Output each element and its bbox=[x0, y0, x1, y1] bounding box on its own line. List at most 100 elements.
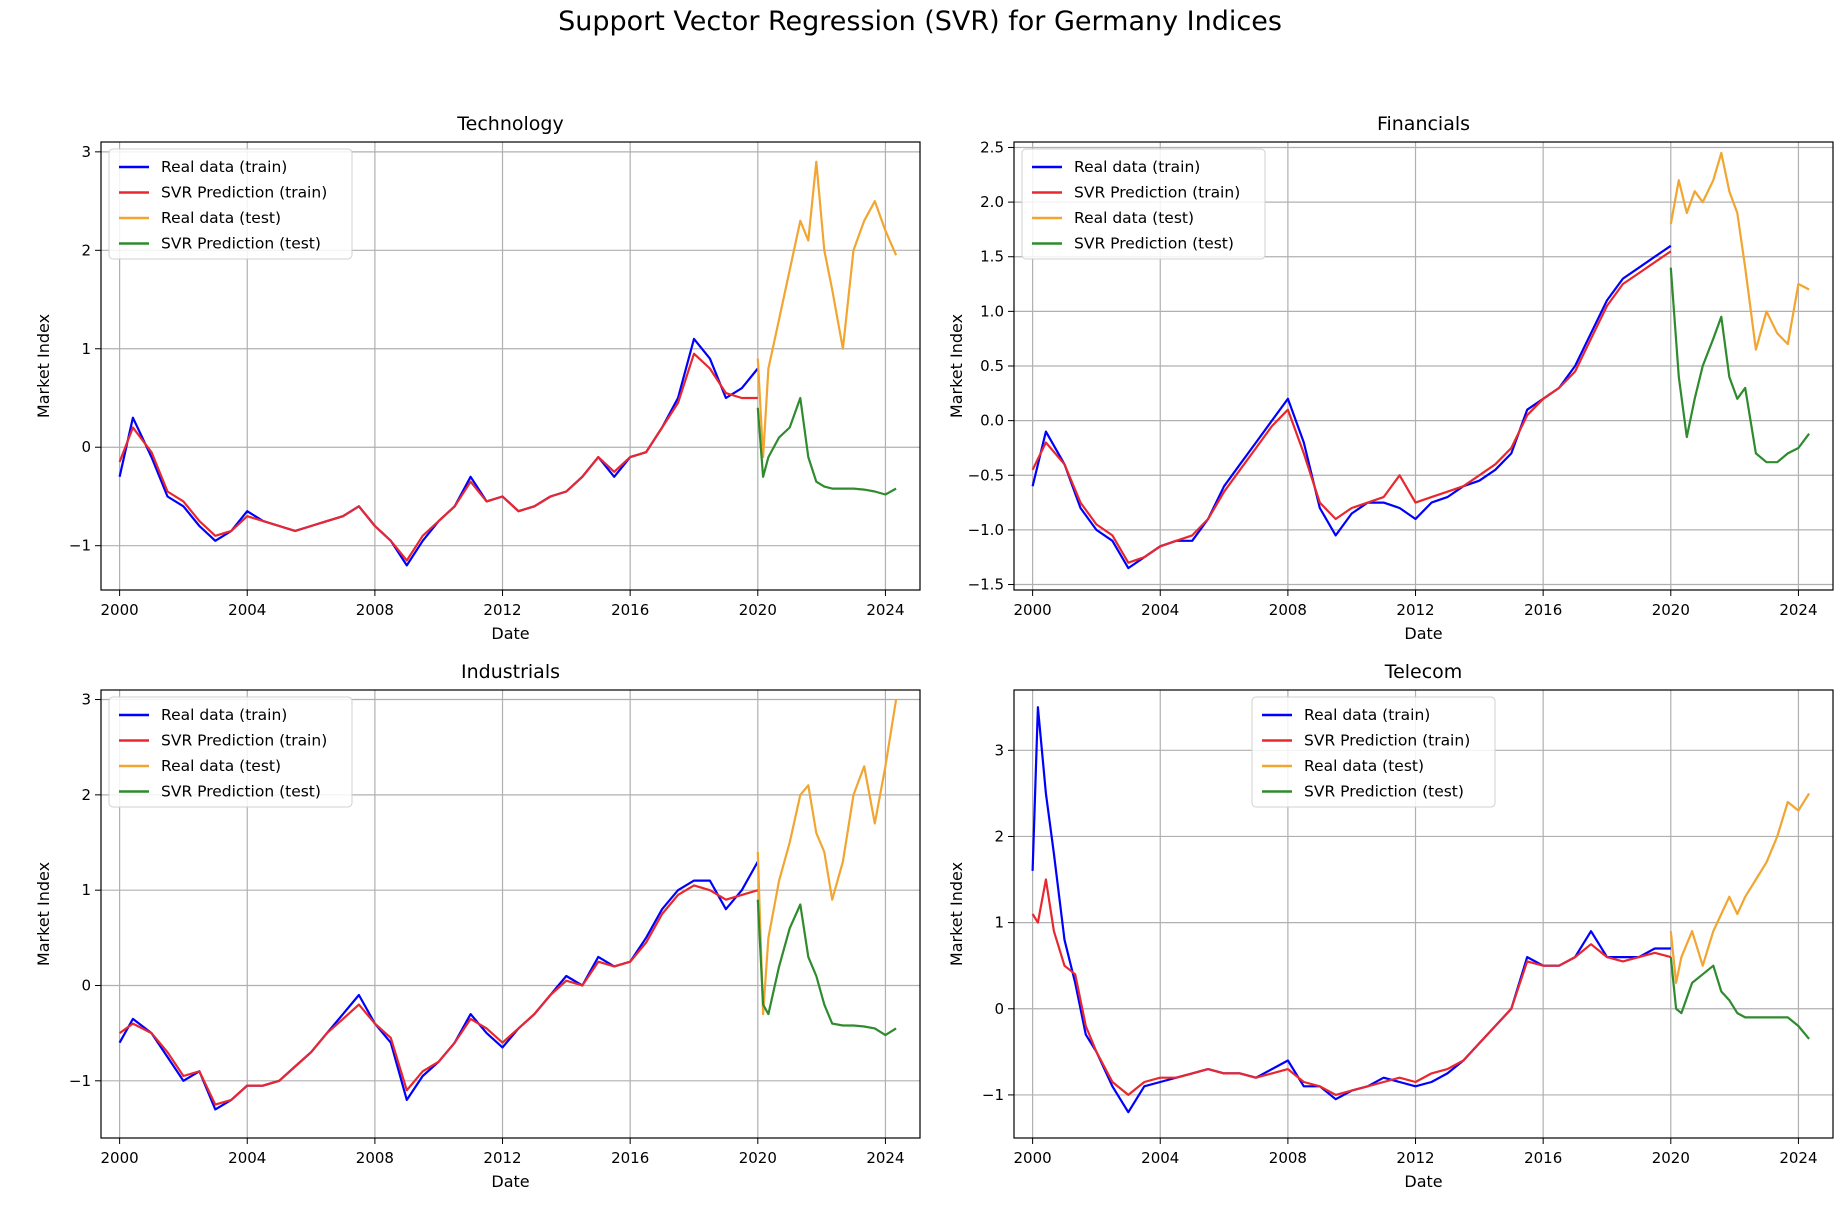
y-tick-label: −1.5 bbox=[968, 576, 1004, 594]
subplot-industrials: 2000 2004 2008 2012 2016 2020 2024 −1 0 1 2 3 Indust… bbox=[34, 661, 921, 1191]
x-tick-label: 2016 bbox=[611, 1149, 649, 1167]
subplot-financials: 2000 2004 2008 2012 2016 2020 2024 −1.5 −1.0 −0.5… bbox=[947, 113, 1834, 643]
x-tick-label: 2016 bbox=[1524, 601, 1562, 619]
y-tick-label: 1 bbox=[994, 914, 1004, 932]
y-tick-label: 3 bbox=[81, 691, 91, 709]
y-axis-label: Market Index bbox=[947, 862, 966, 966]
x-tick-label: 2008 bbox=[356, 1149, 394, 1167]
legend-box bbox=[1021, 148, 1266, 260]
y-tick-label: −1.0 bbox=[968, 521, 1004, 539]
x-axis-label: Date bbox=[1404, 1172, 1442, 1191]
legend-label-svr-test: SVR Prediction (test) bbox=[1304, 783, 1464, 801]
x-tick-label: 2020 bbox=[739, 1149, 777, 1167]
x-tick-label: 2012 bbox=[1396, 601, 1434, 619]
legend-label-real-train: Real data (train) bbox=[1074, 158, 1200, 176]
y-tick-label: 1.5 bbox=[980, 248, 1004, 266]
series-line-svr-train bbox=[1031, 250, 1672, 564]
legend-label-real-train: Real data (train) bbox=[1304, 706, 1430, 724]
x-tick-label: 2020 bbox=[1652, 1149, 1690, 1167]
series-line-svr-test bbox=[1669, 956, 1810, 1040]
x-tick-label: 2004 bbox=[1141, 601, 1179, 619]
x-tick-label: 2024 bbox=[1779, 1149, 1817, 1167]
legend: Real data (train) SVR Prediction (train) R… bbox=[1251, 696, 1496, 808]
y-axis-label: Market Index bbox=[947, 314, 966, 418]
legend-label-real-train: Real data (train) bbox=[161, 706, 287, 724]
series-line-svr-train bbox=[1031, 878, 1672, 1097]
subplot-title: Telecom bbox=[1384, 661, 1463, 683]
legend-label-svr-test: SVR Prediction (test) bbox=[1074, 235, 1234, 253]
series-line-real-test bbox=[1669, 151, 1810, 351]
legend: Real data (train) SVR Prediction (train) R… bbox=[108, 148, 353, 260]
legend-box bbox=[108, 696, 353, 808]
series-line-real-train bbox=[118, 337, 759, 567]
legend-label-svr-test: SVR Prediction (test) bbox=[161, 783, 321, 801]
x-tick-label: 2008 bbox=[356, 601, 394, 619]
y-tick-label: 0 bbox=[994, 1000, 1004, 1018]
legend: Real data (train) SVR Prediction (train) R… bbox=[1021, 148, 1266, 260]
y-axis-label: Market Index bbox=[34, 862, 53, 966]
subplot-title: Industrials bbox=[461, 661, 560, 683]
plot-frame bbox=[1013, 141, 1834, 591]
series-line-svr-train bbox=[118, 352, 758, 562]
x-tick-label: 2020 bbox=[739, 601, 777, 619]
x-tick-label: 2004 bbox=[228, 1149, 266, 1167]
y-tick-label: 3 bbox=[81, 143, 91, 161]
y-tick-label: 2 bbox=[994, 827, 1004, 845]
plot-frame bbox=[100, 141, 921, 591]
legend-box bbox=[108, 148, 353, 260]
y-axis-label: Market Index bbox=[34, 314, 53, 418]
legend-label-svr-train: SVR Prediction (train) bbox=[1074, 184, 1240, 202]
y-tick-label: 0.0 bbox=[980, 412, 1004, 430]
legend-label-real-test: Real data (test) bbox=[1074, 209, 1194, 227]
subplot-technology: 2000 2004 2008 2012 2016 2020 2024 −1 0 1 2 3 Techno… bbox=[34, 113, 921, 643]
y-tick-label: −1 bbox=[69, 1072, 91, 1090]
series-line-svr-test bbox=[756, 899, 897, 1037]
y-tick-label: 3 bbox=[994, 741, 1004, 759]
legend-box bbox=[1251, 696, 1496, 808]
y-tick-label: 1 bbox=[81, 881, 91, 899]
x-tick-label: 2000 bbox=[1014, 1149, 1052, 1167]
x-tick-label: 2024 bbox=[1779, 601, 1817, 619]
y-tick-label: 2 bbox=[81, 241, 91, 259]
x-tick-label: 2024 bbox=[866, 1149, 904, 1167]
x-tick-label: 2012 bbox=[483, 1149, 521, 1167]
x-axis-label: Date bbox=[1404, 624, 1442, 643]
y-tick-label: 2 bbox=[81, 786, 91, 804]
x-tick-label: 2000 bbox=[1014, 601, 1052, 619]
subplot-title: Technology bbox=[456, 113, 563, 135]
y-tick-label: 0.5 bbox=[980, 357, 1004, 375]
x-tick-label: 2004 bbox=[228, 601, 266, 619]
x-tick-label: 2008 bbox=[1269, 1149, 1307, 1167]
x-tick-label: 2004 bbox=[1141, 1149, 1179, 1167]
y-tick-label: 0 bbox=[81, 438, 91, 456]
series-line-svr-test bbox=[1669, 267, 1810, 464]
legend-label-real-test: Real data (test) bbox=[161, 209, 281, 227]
y-tick-label: 0 bbox=[81, 976, 91, 994]
x-tick-label: 2016 bbox=[611, 601, 649, 619]
x-tick-label: 2016 bbox=[1524, 1149, 1562, 1167]
x-tick-label: 2000 bbox=[101, 601, 139, 619]
legend-label-svr-train: SVR Prediction (train) bbox=[161, 184, 327, 202]
subplot-title: Financials bbox=[1377, 113, 1470, 135]
x-tick-label: 2024 bbox=[866, 601, 904, 619]
legend-label-svr-train: SVR Prediction (train) bbox=[161, 732, 327, 750]
x-axis-label: Date bbox=[491, 1172, 529, 1191]
y-tick-label: −0.5 bbox=[968, 466, 1004, 484]
legend-label-svr-test: SVR Prediction (test) bbox=[161, 235, 321, 253]
x-tick-label: 2012 bbox=[483, 601, 521, 619]
series-line-svr-train bbox=[118, 884, 759, 1106]
x-axis-label: Date bbox=[491, 624, 529, 643]
figure-title: Support Vector Regression (SVR) for Germ… bbox=[558, 6, 1282, 37]
series-line-svr-test bbox=[756, 396, 897, 496]
y-tick-label: 1.0 bbox=[980, 302, 1004, 320]
x-tick-label: 2012 bbox=[1396, 1149, 1434, 1167]
subplot-telecom: 2000 2004 2008 2012 2016 2020 2024 −1 0 1 2 3 Teleco… bbox=[947, 661, 1834, 1191]
series-line-real-test bbox=[756, 699, 898, 1016]
plot-frame bbox=[1013, 689, 1834, 1139]
legend-label-svr-train: SVR Prediction (train) bbox=[1304, 732, 1470, 750]
y-tick-label: 2.0 bbox=[980, 193, 1004, 211]
x-tick-label: 2020 bbox=[1652, 601, 1690, 619]
y-tick-label: −1 bbox=[69, 537, 91, 555]
x-tick-label: 2000 bbox=[101, 1149, 139, 1167]
